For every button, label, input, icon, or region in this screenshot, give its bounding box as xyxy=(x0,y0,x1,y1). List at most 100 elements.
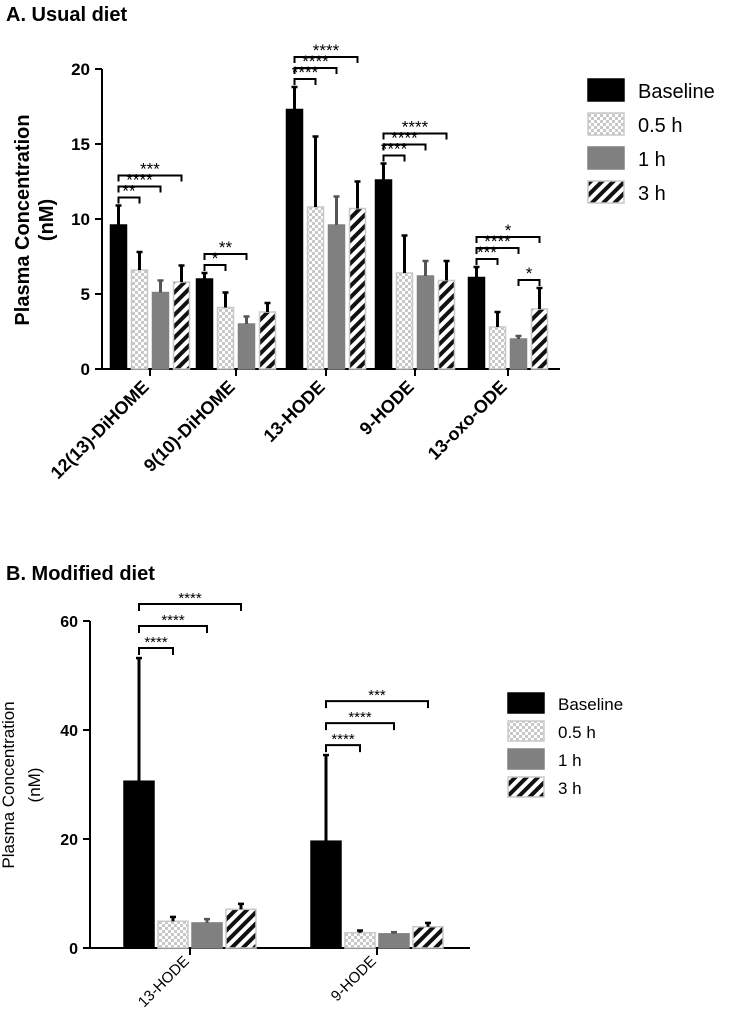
significance-bracket xyxy=(475,258,499,265)
significance-bracket xyxy=(293,67,338,74)
legend-label: 1 h xyxy=(558,751,582,770)
bar xyxy=(509,338,528,370)
y-tick-label: 20 xyxy=(71,60,90,79)
legend-label: 0.5 h xyxy=(638,115,682,137)
bar xyxy=(109,224,128,370)
panel-a-ylabel-line1: Plasma Concentration xyxy=(12,114,34,325)
significance-label: *** xyxy=(368,687,386,704)
legend-label: 0.5 h xyxy=(558,723,596,742)
significance-label: * xyxy=(505,221,512,240)
significance-bracket xyxy=(203,264,227,271)
significance-bracket xyxy=(138,625,208,634)
significance-label: **** xyxy=(313,41,340,60)
bar xyxy=(467,276,486,370)
bar xyxy=(395,272,414,370)
bar xyxy=(172,281,191,370)
legend-swatch xyxy=(507,748,545,770)
panel-a-legend: Baseline 0.5 h 1 h 3 h xyxy=(587,78,715,205)
legend-swatch xyxy=(587,112,625,136)
legend-swatch xyxy=(507,720,545,742)
bar xyxy=(258,311,277,370)
significance-label: *** xyxy=(140,160,160,179)
panel-a: A. Usual diet Plasma Concentration (nM) … xyxy=(6,4,715,483)
x-tick-label: 13-HODE xyxy=(260,377,329,446)
bar xyxy=(151,291,170,370)
bar xyxy=(348,207,367,370)
bar xyxy=(488,326,507,370)
significance-bracket xyxy=(325,700,429,709)
x-tick-label: 9-HODE xyxy=(328,953,380,1005)
significance-bracket xyxy=(138,603,242,612)
y-tick-label: 20 xyxy=(60,832,78,849)
panel-b-ylabel: Plasma Concentration (nM) xyxy=(0,701,44,868)
panel-b-ylabel-line1: Plasma Concentration xyxy=(0,701,18,868)
significance-label: * xyxy=(526,264,533,283)
legend-swatch xyxy=(507,776,545,798)
bar xyxy=(310,840,342,949)
legend-label: 3 h xyxy=(638,183,666,205)
bar xyxy=(157,920,189,949)
bar xyxy=(195,278,214,370)
legend-swatch xyxy=(587,180,625,204)
y-tick-label: 10 xyxy=(71,210,90,229)
bar xyxy=(530,308,549,370)
x-tick-label: 13-HODE xyxy=(135,953,193,1011)
bar xyxy=(216,306,235,370)
panel-b-title: B. Modified diet xyxy=(6,563,155,585)
legend-label: 1 h xyxy=(638,149,666,171)
significance-label: **** xyxy=(178,590,202,607)
bar xyxy=(327,224,346,370)
y-tick-label: 15 xyxy=(71,135,90,154)
significance-bracket xyxy=(117,174,183,182)
y-tick-label: 5 xyxy=(81,285,90,304)
x-tick-label: 13-oxo-ODE xyxy=(424,377,511,464)
significance-bracket xyxy=(138,647,174,656)
significance-bracket xyxy=(382,154,406,162)
significance-bracket xyxy=(517,279,541,286)
legend-swatch xyxy=(507,692,545,714)
panel-a-title: A. Usual diet xyxy=(6,4,127,26)
legend-swatch xyxy=(587,78,625,102)
bar xyxy=(130,269,149,370)
significance-bracket xyxy=(325,744,361,753)
bar xyxy=(237,323,256,370)
y-tick-label: 60 xyxy=(60,614,78,631)
significance-bracket xyxy=(382,143,427,151)
significance-bracket xyxy=(293,56,359,63)
significance-bracket xyxy=(475,247,520,254)
significance-bracket xyxy=(475,236,541,243)
bar xyxy=(412,925,444,949)
panel-a-ylabel: Plasma Concentration (nM) xyxy=(12,114,58,325)
x-tick-label: 9(10)-DiHOME xyxy=(140,377,239,476)
x-tick-label: 12(13)-DiHOME xyxy=(47,377,153,483)
bar xyxy=(285,108,304,370)
y-tick-label: 0 xyxy=(69,941,78,958)
bar xyxy=(344,931,376,949)
significance-label: **** xyxy=(144,634,168,651)
panel-b-ylabel-line2: (nM) xyxy=(25,768,44,803)
bar xyxy=(378,933,410,949)
bar xyxy=(437,279,456,370)
panel-b: B. Modified diet Plasma Concentration (n… xyxy=(0,563,623,1011)
y-tick-label: 0 xyxy=(81,360,90,379)
bar xyxy=(374,179,393,370)
bar xyxy=(225,908,257,949)
panel-b-legend: Baseline 0.5 h 1 h 3 h xyxy=(507,692,623,798)
significance-label: * xyxy=(212,249,219,268)
x-tick-label: 9-HODE xyxy=(356,377,418,439)
significance-label: **** xyxy=(331,731,355,748)
significance-bracket xyxy=(203,253,248,260)
legend-label: 3 h xyxy=(558,779,582,798)
significance-label: ** xyxy=(219,238,233,257)
significance-bracket xyxy=(382,132,448,140)
significance-bracket xyxy=(325,722,395,731)
significance-label: **** xyxy=(161,612,185,629)
bar xyxy=(191,922,223,949)
significance-label: **** xyxy=(348,709,372,726)
significance-bracket xyxy=(117,185,162,193)
bar xyxy=(416,275,435,370)
legend-swatch xyxy=(587,146,625,170)
